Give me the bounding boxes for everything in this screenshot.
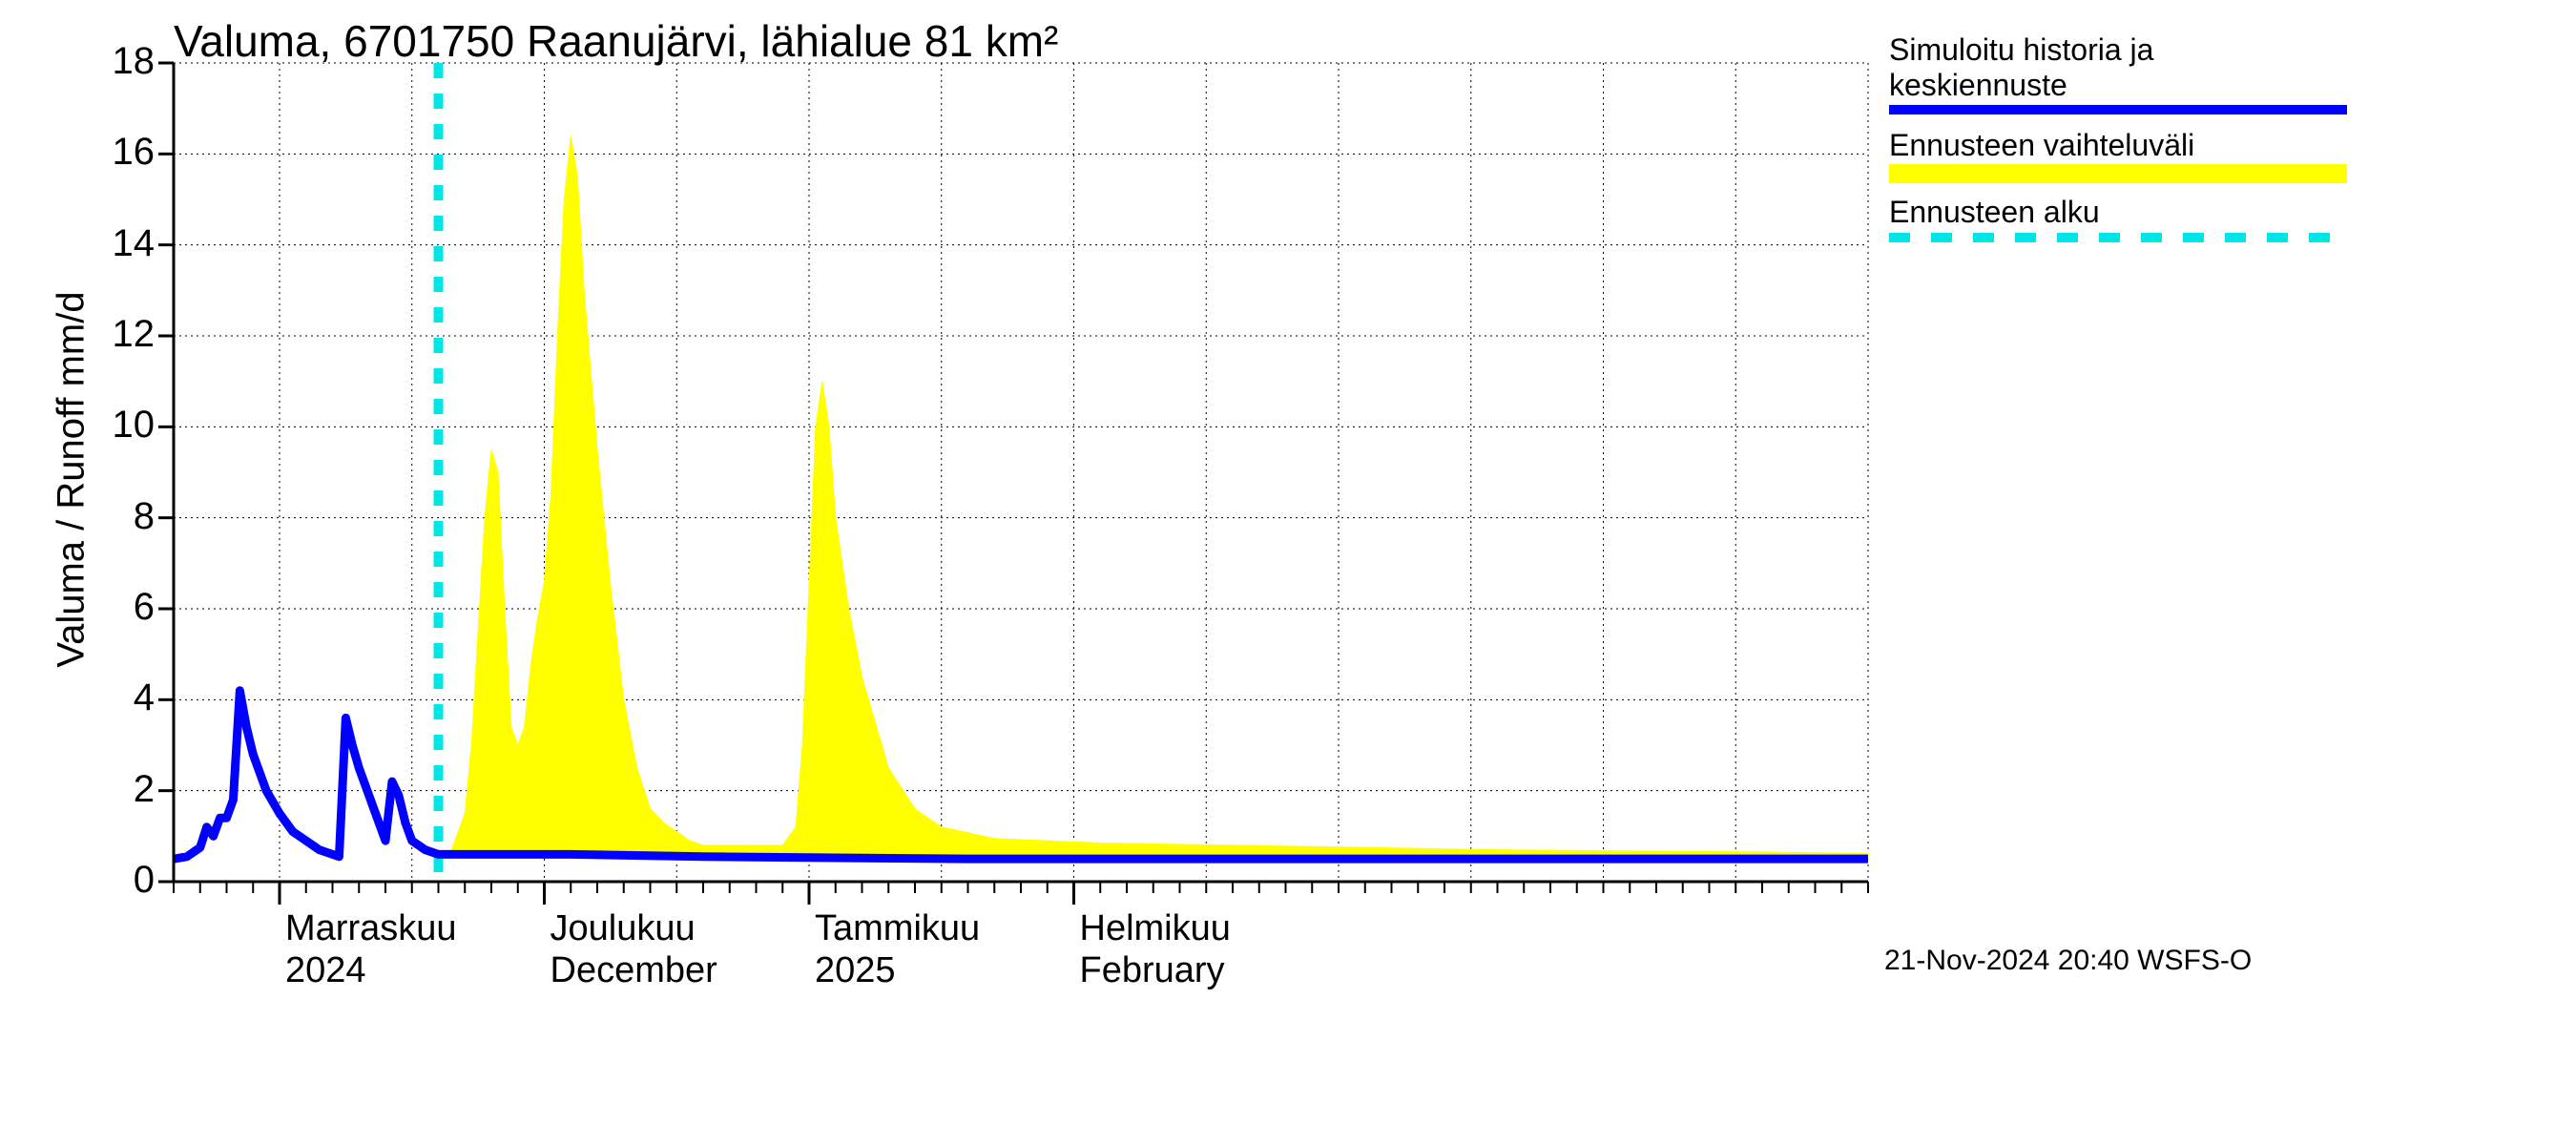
y-tick-label: 2 <box>78 768 155 811</box>
x-tick-label: 2025 <box>815 950 896 991</box>
y-tick-label: 10 <box>78 404 155 447</box>
y-tick-label: 12 <box>78 313 155 356</box>
x-tick-label: 2024 <box>285 950 366 991</box>
y-tick-label: 14 <box>78 222 155 265</box>
x-tick-label: Tammikuu <box>815 908 980 949</box>
legend-swatch <box>1889 233 2347 242</box>
chart-container: Valuma / Runoff mm/d Valuma, 6701750 Raa… <box>0 0 2576 1145</box>
legend-swatch <box>1889 164 2347 183</box>
x-tick-label: February <box>1080 950 1225 991</box>
y-tick-label: 0 <box>78 859 155 902</box>
y-tick-label: 4 <box>78 677 155 719</box>
y-tick-label: 8 <box>78 495 155 538</box>
legend-label: Ennusteen alku <box>1889 195 2100 230</box>
x-tick-label: Marraskuu <box>285 908 457 949</box>
footer-timestamp: 21-Nov-2024 20:40 WSFS-O <box>1884 945 2252 977</box>
y-tick-label: 6 <box>78 586 155 629</box>
x-tick-label: December <box>551 950 717 991</box>
x-tick-label: Helmikuu <box>1080 908 1231 949</box>
y-tick-label: 16 <box>78 131 155 174</box>
legend-label: Simuloitu historia jakeskiennuste <box>1889 32 2153 103</box>
x-tick-label: Joulukuu <box>551 908 696 949</box>
legend-label: Ennusteen vaihteluväli <box>1889 128 2194 163</box>
y-tick-label: 18 <box>78 40 155 83</box>
legend-swatch <box>1889 105 2347 114</box>
